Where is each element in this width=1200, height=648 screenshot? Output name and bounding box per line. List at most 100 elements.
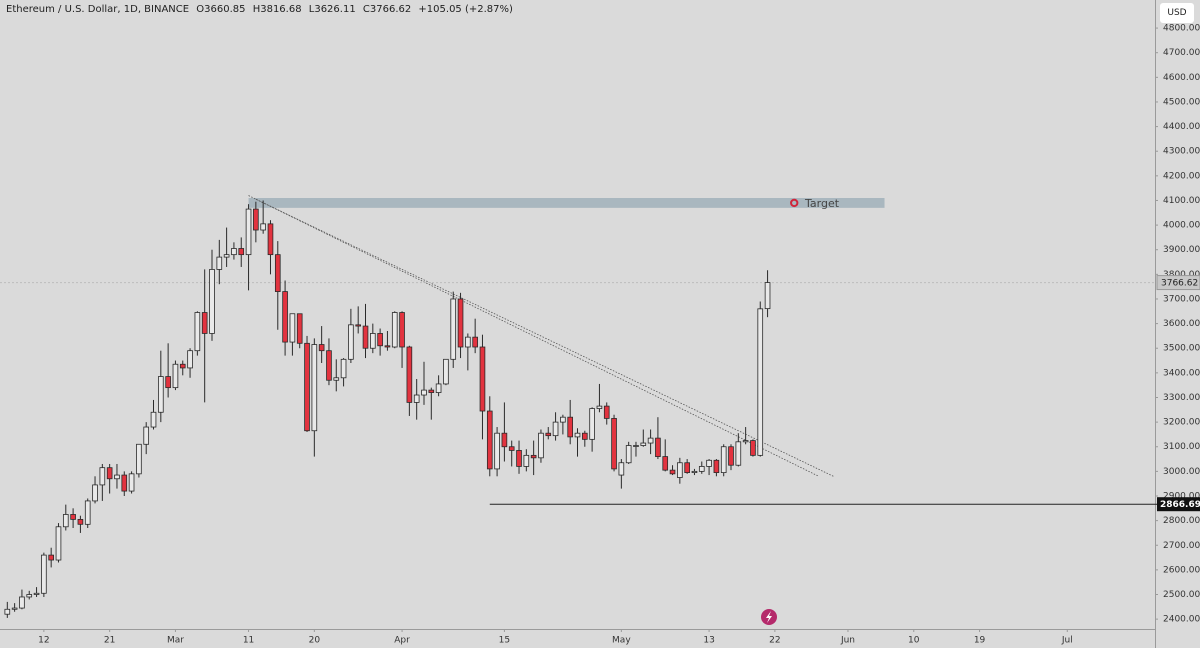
x-tick-label: Jun (840, 636, 855, 646)
candle-body (618, 462, 625, 476)
candle-body (684, 462, 690, 474)
candle-body (508, 446, 515, 451)
candle-body (457, 298, 464, 348)
candle-body (253, 208, 259, 231)
header: Ethereum / U.S. Dollar, 1D, BINANCE O366… (6, 4, 517, 15)
y-tick-label: 2600.00 (1163, 565, 1200, 575)
candle-body (728, 446, 734, 466)
candle-body (603, 405, 610, 419)
y-tick-label: 3400.00 (1163, 368, 1200, 378)
candle-body (677, 462, 683, 478)
y-tick-label: 4600.00 (1163, 73, 1200, 83)
y-tick-label: 3700.00 (1163, 294, 1200, 304)
candle-body (530, 454, 537, 459)
y-tick-label: 2400.00 (1163, 615, 1200, 625)
candle-body (406, 346, 413, 403)
candle-body (479, 346, 486, 412)
currency-button[interactable]: USD (1160, 3, 1194, 23)
candle-body (223, 254, 230, 258)
x-tick-label: 22 (769, 636, 780, 646)
candle-body (421, 389, 427, 396)
candle-body (187, 350, 193, 369)
candle-body (106, 467, 113, 480)
candle-body (611, 418, 617, 470)
target-icon (790, 198, 799, 208)
candle-body (633, 445, 639, 447)
lightning-icon (761, 609, 777, 625)
candle-body (231, 248, 237, 256)
candle-body (384, 345, 391, 348)
target-label: Target (804, 197, 840, 210)
candle-body (764, 282, 771, 310)
candle-body (4, 608, 11, 615)
candle-body (19, 596, 25, 609)
x-tick-label: Apr (394, 636, 410, 646)
candle-body (333, 377, 340, 381)
y-tick-label: 2700.00 (1163, 541, 1200, 551)
candle-body (172, 363, 179, 389)
candle-body (552, 421, 559, 437)
support-label-bg (1157, 497, 1200, 512)
candle-body (428, 389, 435, 393)
candle-body (274, 254, 281, 292)
support-label: 2866.69 (1160, 500, 1200, 510)
candle-body (165, 376, 171, 389)
current-price-label: 3766.62 (1161, 279, 1198, 289)
ohlc-close: C3766.62 (362, 4, 412, 15)
candle-body (735, 441, 742, 466)
candle-body (282, 291, 288, 343)
candle-body (669, 469, 676, 475)
candle-body (99, 467, 106, 486)
candle-body (399, 312, 405, 348)
ohlc-low: L3626.11 (308, 4, 356, 15)
candle-body (472, 336, 478, 348)
candle-body (523, 454, 530, 467)
candle-body (516, 450, 522, 467)
candle-body (465, 336, 471, 348)
candle-body (128, 473, 135, 492)
y-tick-label: 2900.00 (1163, 491, 1200, 501)
candle-body (216, 256, 223, 270)
trendline (248, 195, 819, 477)
x-tick-label: 21 (104, 636, 115, 646)
x-tick-label: May (612, 636, 631, 646)
candle-body (391, 312, 398, 348)
candle-body (589, 408, 595, 440)
y-tick-label: 3100.00 (1163, 442, 1200, 452)
candle-body (84, 500, 91, 525)
y-tick-label: 4500.00 (1163, 97, 1200, 107)
candle-body (201, 312, 208, 334)
candle-body (289, 313, 296, 343)
x-tick-label: Jul (1061, 636, 1073, 646)
candle-body (596, 405, 603, 409)
candle-body (713, 459, 720, 474)
candle-body (355, 324, 362, 327)
y-tick-label: 4100.00 (1163, 196, 1200, 206)
y-tick-label: 4800.00 (1163, 24, 1200, 34)
candle-body (560, 416, 566, 423)
candle-body (311, 344, 318, 432)
y-tick-label: 2500.00 (1163, 590, 1200, 600)
candle-body (143, 426, 150, 445)
y-tick-label: 4000.00 (1163, 221, 1200, 231)
x-tick-label: 10 (908, 636, 920, 646)
candle-body (720, 446, 727, 474)
candle-body (750, 440, 756, 456)
y-tick-label: 4200.00 (1163, 171, 1200, 181)
candle-body (26, 594, 33, 598)
candle-body (377, 333, 383, 347)
candle-body (136, 443, 142, 475)
y-tick-label: 3300.00 (1163, 393, 1200, 403)
candle-body (435, 383, 442, 393)
candle-body (267, 223, 274, 256)
candle-body (501, 432, 508, 448)
symbol-title: Ethereum / U.S. Dollar, 1D, BINANCE (6, 4, 190, 15)
y-tick-label: 4400.00 (1163, 122, 1200, 132)
candle-body (33, 592, 40, 595)
candle-body (70, 514, 76, 520)
x-tick-label: 19 (974, 636, 986, 646)
candle-body (494, 432, 500, 470)
candle-body (92, 484, 98, 502)
candle-body (655, 437, 661, 457)
candle-body (209, 269, 215, 334)
